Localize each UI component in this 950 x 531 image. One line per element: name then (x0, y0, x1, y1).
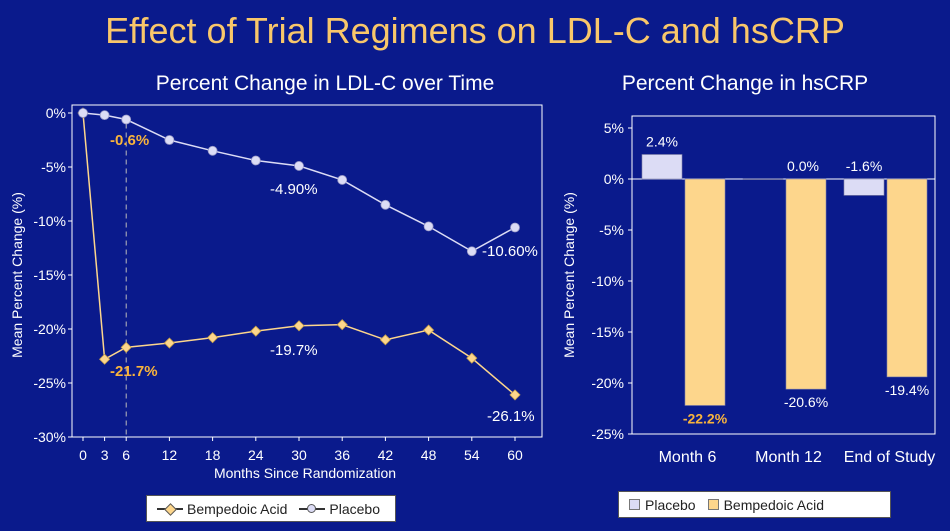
hscrp-category-label: End of Study (844, 449, 936, 466)
ldl-x-tick-label: 48 (421, 447, 437, 463)
ldl-point-placebo (99, 110, 110, 121)
hscrp-bar-placebo (742, 178, 784, 180)
hscrp-bar-placebo (641, 154, 683, 180)
ldl-point-bempedoic (99, 353, 111, 365)
ldl-point-bempedoic (163, 337, 175, 349)
legend-line-diamond-icon (157, 502, 183, 516)
ldl-x-tick-label: 36 (334, 447, 350, 463)
legend-label-placebo-bar: Placebo (645, 496, 696, 513)
ldl-point-bempedoic (423, 324, 435, 336)
ldl-point-placebo (207, 145, 218, 156)
ldl-point-placebo (337, 175, 348, 185)
hscrp-data-label: -19.4% (885, 382, 929, 398)
ldl-x-tick-label: 6 (122, 447, 130, 463)
ldl-y-tick-label: -25% (33, 375, 66, 391)
legend-label-placebo: Placebo (329, 500, 380, 517)
legend-item-bempedoic-bar: Bempedoic Acid (707, 496, 824, 513)
ldl-point-placebo (380, 199, 391, 210)
legend-line-circle-icon (299, 503, 326, 514)
ldl-x-tick-label: 0 (79, 447, 87, 463)
ldl-x-tick-label: 30 (291, 447, 307, 463)
ldl-point-placebo (423, 221, 434, 232)
ldl-y-tick-label: -30% (33, 429, 66, 445)
ldl-data-label: -21.7% (110, 363, 158, 380)
ldl-y-tick-label: -15% (33, 267, 66, 283)
hscrp-y-tick-label: -20% (591, 375, 624, 391)
ldl-x-tick-label: 42 (378, 447, 394, 463)
hscrp-bar-bempedoic (785, 178, 827, 390)
hscrp-y-tick-label: -5% (599, 222, 624, 238)
ldl-data-label: -10.60% (482, 243, 538, 260)
ldl-x-tick-label: 54 (464, 447, 480, 463)
hscrp-y-tick-label: -25% (591, 426, 624, 442)
hscrp-data-label: -22.2% (683, 410, 728, 426)
hscrp-y-tick-label: -10% (591, 273, 624, 289)
ldl-point-placebo (121, 114, 132, 125)
hscrp-bar-bempedoic (886, 178, 928, 378)
ldl-y-tick-label: -20% (33, 321, 66, 337)
hscrp-y-axis-label: Mean Percent Change (%) (561, 192, 577, 358)
ldl-point-placebo (250, 155, 261, 166)
ldl-data-label: -19.7% (270, 342, 318, 359)
ldl-x-axis-label: Months Since Randomization (214, 465, 396, 481)
ldl-x-tick-label: 3 (101, 447, 109, 463)
hscrp-plot-frame (631, 115, 936, 435)
hscrp-bar-placebo (843, 178, 885, 196)
ldl-x-tick-label: 18 (205, 447, 221, 463)
ldl-y-tick-label: 0% (46, 105, 66, 121)
legend-item-bempedoic: Bempedoic Acid (157, 501, 287, 517)
legend-label-bempedoic: Bempedoic Acid (187, 500, 288, 517)
ldl-point-bempedoic (509, 389, 521, 401)
ldl-point-bempedoic (250, 325, 262, 337)
ldl-point-bempedoic (466, 352, 478, 364)
ldl-point-bempedoic (207, 332, 219, 344)
legend-label-bempedoic-bar: Bempedoic Acid (723, 496, 824, 513)
hscrp-data-label: -20.6% (784, 394, 828, 410)
ldl-plot-frame (71, 104, 543, 438)
legend-swatch-bempedoic-icon (707, 499, 719, 510)
ldl-point-bempedoic (120, 341, 132, 353)
ldl-point-placebo (164, 135, 175, 145)
hscrp-chart-legend: Placebo Bempedoic Acid (618, 491, 891, 518)
ldl-point-placebo (510, 222, 520, 233)
ldl-y-axis-label: Mean Percent Change (%) (9, 192, 25, 358)
ldl-chart-title: Percent Change in LDL-C over Time (155, 72, 495, 95)
hscrp-category-label: Month 6 (659, 449, 717, 466)
hscrp-y-tick-label: -15% (591, 324, 624, 340)
ldl-point-placebo (78, 108, 88, 118)
ldl-y-tick-label: -5% (41, 159, 66, 175)
hscrp-data-label: 2.4% (646, 134, 678, 150)
legend-swatch-placebo-icon (629, 499, 640, 510)
ldl-point-bempedoic (293, 320, 305, 332)
ldl-point-placebo (294, 161, 304, 171)
ldl-data-label: -4.90% (270, 181, 318, 198)
ldl-x-tick-label: 60 (507, 447, 523, 463)
ldl-point-bempedoic (379, 334, 391, 346)
ldl-y-tick-label: -10% (33, 213, 66, 229)
ldl-chart-legend: Bempedoic Acid Placebo (146, 495, 396, 522)
legend-item-placebo: Placebo (299, 501, 380, 517)
ldl-series-line-bempedoic (82, 112, 516, 396)
hscrp-chart-title: Percent Change in hsCRP (621, 72, 869, 95)
hscrp-data-label: -1.6% (846, 158, 883, 174)
ldl-data-label: -26.1% (487, 408, 535, 425)
hscrp-y-tick-label: 5% (604, 120, 624, 136)
hscrp-y-tick-label: 0% (604, 171, 624, 187)
ldl-point-placebo (466, 246, 477, 257)
hscrp-data-label: 0.0% (787, 158, 819, 174)
ldl-data-label: -0.6% (110, 132, 149, 149)
legend-item-placebo-bar: Placebo (629, 497, 696, 513)
page-title: Effect of Trial Regimens on LDL-C and hs… (105, 10, 845, 51)
hscrp-category-label: Month 12 (755, 449, 822, 466)
hscrp-bar-bempedoic (684, 178, 726, 406)
ldl-x-tick-label: 24 (248, 447, 264, 463)
ldl-x-tick-label: 12 (162, 447, 178, 463)
ldl-point-bempedoic (336, 319, 348, 331)
